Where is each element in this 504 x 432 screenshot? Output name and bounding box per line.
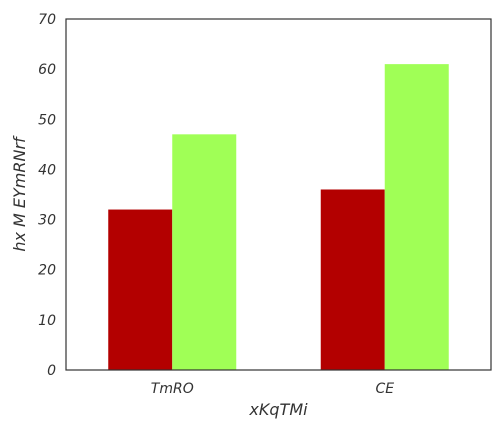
y-tick-label: 70	[38, 12, 56, 28]
y-axis-label: hx M EYmRNrf	[10, 135, 29, 252]
bar	[108, 209, 173, 370]
x-axis-label: xKqTMi	[248, 400, 308, 419]
y-tick-label: 20	[38, 263, 56, 279]
y-tick-label: 50	[38, 112, 56, 128]
y-tick-label: 40	[38, 162, 56, 178]
y-tick-label: 0	[47, 363, 56, 379]
bar	[320, 189, 385, 370]
x-tick-label: CE	[375, 381, 394, 397]
bar	[172, 134, 237, 370]
y-tick-label: 10	[38, 313, 56, 329]
x-axis-ticks: TmRO CE	[151, 381, 394, 397]
y-tick-label: 30	[38, 213, 56, 229]
bar	[384, 64, 449, 370]
bars-group	[108, 64, 449, 370]
y-tick-label: 60	[38, 62, 56, 78]
plot-area-frame	[65, 18, 492, 371]
x-tick-label: TmRO	[151, 381, 194, 397]
y-axis-ticks: 0 10 20 30 40 50 60 70	[38, 12, 56, 379]
